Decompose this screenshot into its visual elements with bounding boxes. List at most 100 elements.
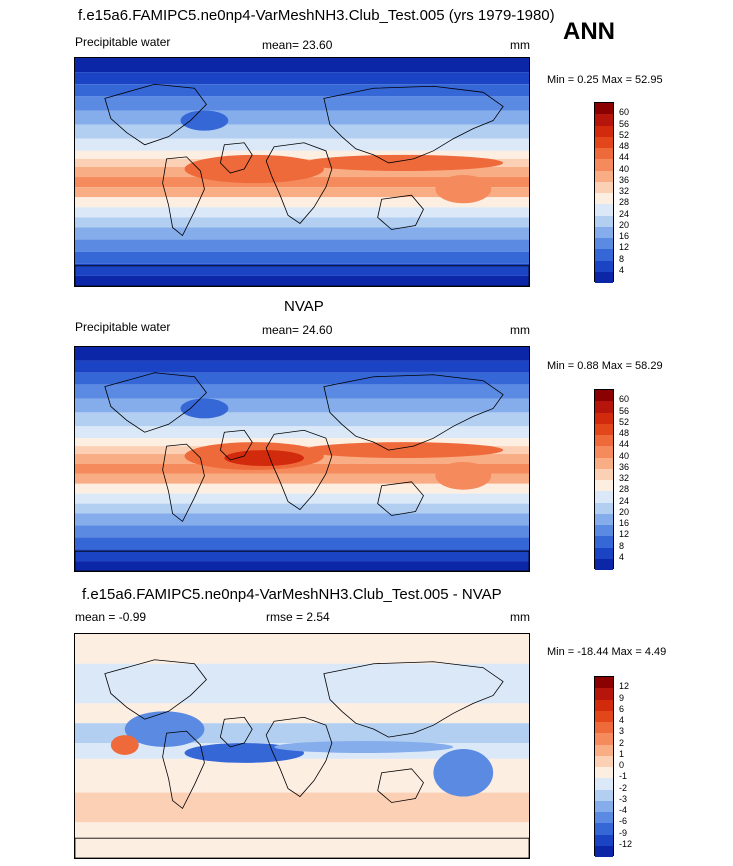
panel1-units: mm: [510, 38, 530, 52]
field-band: [75, 398, 529, 413]
coastline: [75, 550, 529, 571]
coastline: [377, 194, 424, 230]
colorbar-swatch: [595, 778, 613, 790]
colorbar-swatch: [595, 699, 613, 711]
colorbar-tick-label: 24: [619, 495, 630, 506]
field-blob: [124, 711, 205, 747]
colorbar-tick-label: 44: [619, 152, 630, 163]
colorbar-swatch: [595, 114, 613, 126]
field-band: [75, 438, 529, 447]
colorbar-swatch: [595, 204, 613, 216]
panel2-map: [74, 346, 530, 572]
coastline: [323, 85, 504, 164]
colorbar-tick-label: 0: [619, 760, 625, 770]
colorbar-tick-label: 44: [619, 439, 630, 450]
panel2-units: mm: [510, 323, 530, 337]
colorbar-swatch: [595, 170, 613, 182]
field-blob: [180, 398, 229, 419]
colorbar-swatch: [595, 547, 613, 559]
coastline: [104, 372, 207, 433]
colorbar-swatch: [595, 677, 613, 689]
colorbar-swatch: [595, 181, 613, 193]
colorbar-swatch: [595, 800, 613, 812]
colorbar-swatch: [595, 435, 613, 447]
panel3-map: [74, 633, 530, 859]
colorbar-swatch: [595, 412, 613, 424]
coastline: [265, 716, 333, 798]
colorbar-swatch: [595, 513, 613, 525]
colorbar-tick-label: 4: [619, 551, 625, 562]
colorbar-tick-label: 52: [619, 129, 630, 140]
coastline: [219, 429, 253, 461]
colorbar-tick-label: 28: [619, 197, 630, 208]
colorbar-swatch: [595, 755, 613, 767]
colorbar-swatch: [595, 491, 613, 503]
colorbar-swatch: [595, 271, 613, 283]
colorbar-swatch: [595, 390, 613, 402]
colorbar-swatch: [595, 789, 613, 801]
colorbar-swatch: [595, 525, 613, 537]
panel1-mean: mean= 23.60: [262, 38, 333, 52]
panel2-title: NVAP: [284, 298, 324, 315]
field-blob: [303, 442, 504, 459]
panel2-mean: mean= 24.60: [262, 323, 333, 337]
field-band: [75, 525, 529, 538]
field-band: [75, 58, 529, 73]
colorbar-swatch: [595, 834, 613, 846]
colorbar-tick-label: -2: [619, 782, 628, 793]
colorbar-swatch: [595, 423, 613, 435]
colorbar-tick-label: 60: [619, 394, 630, 405]
colorbar-tick-label: 48: [619, 428, 630, 438]
field-band: [75, 217, 529, 228]
colorbar-tick-label: 20: [619, 219, 630, 230]
field-band: [75, 634, 529, 664]
field-band: [75, 207, 529, 218]
colorbar-tick-label: 2: [619, 737, 625, 748]
field-band: [75, 372, 529, 385]
field-band: [75, 84, 529, 97]
field-band: [75, 561, 529, 571]
panel3-colorbar: [594, 676, 614, 857]
field-band: [75, 197, 529, 208]
coastline: [104, 659, 207, 720]
colorbar-tick-label: 8: [619, 540, 625, 551]
colorbar-swatch: [595, 103, 613, 115]
colorbar-swatch: [595, 226, 613, 238]
coastline: [219, 716, 253, 748]
colorbar-tick-label: 12: [619, 681, 630, 692]
field-blob: [110, 735, 139, 755]
colorbar-swatch: [595, 238, 613, 250]
colorbar-swatch: [595, 502, 613, 514]
field-band: [75, 822, 529, 858]
colorbar-swatch: [595, 733, 613, 745]
field-band: [75, 473, 529, 484]
field-blob: [435, 461, 492, 490]
colorbar-tick-label: 20: [619, 506, 630, 517]
field-band: [75, 503, 529, 514]
colorbar-tick-label: 36: [619, 461, 630, 472]
coastline: [377, 768, 424, 803]
field-band: [75, 483, 529, 494]
colorbar-tick-label: -12: [619, 838, 633, 849]
field-band: [75, 792, 529, 823]
field-blob: [274, 741, 454, 753]
coastline: [75, 837, 529, 858]
field-band: [75, 463, 529, 474]
colorbar-tick-label: -3: [619, 793, 628, 804]
coastline: [265, 142, 333, 224]
colorbar-swatch: [595, 215, 613, 227]
colorbar-swatch: [595, 148, 613, 160]
coastline: [377, 481, 424, 516]
panel1-minmax: Min = 0.25 Max = 52.95: [547, 74, 663, 86]
colorbar-tick-label: 32: [619, 186, 630, 196]
panel1-left-label: Precipitable water: [75, 35, 171, 49]
colorbar-tick-label: 8: [619, 253, 625, 264]
coastline: [323, 374, 504, 451]
field-band: [75, 537, 529, 550]
field-blob: [303, 154, 504, 171]
coastline: [162, 156, 205, 237]
colorbar-tick-label: 6: [619, 703, 625, 714]
field-band: [75, 263, 529, 276]
colorbar-tick-label: 16: [619, 231, 630, 241]
field-blob: [224, 450, 304, 466]
